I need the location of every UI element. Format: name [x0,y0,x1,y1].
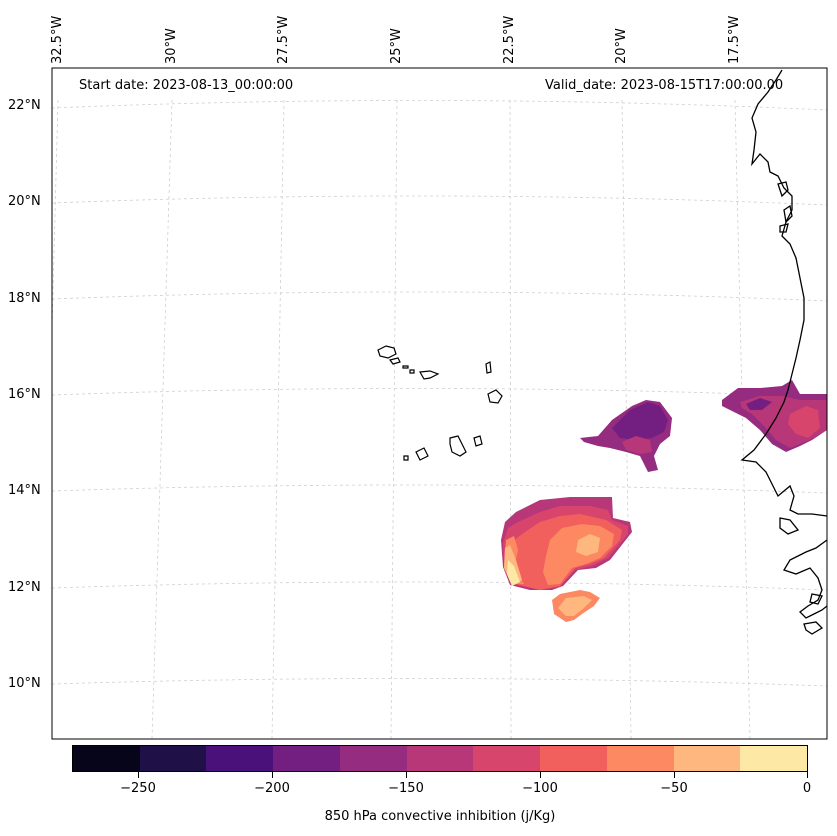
longitude-label: 30°W [164,28,179,64]
gridline-lon [509,99,512,740]
latitude-label: 10°N [8,676,41,691]
cin-region-south-2 [558,596,592,616]
latitude-label: 20°N [8,194,41,209]
cin-contours [501,380,827,622]
gridline-lat [51,291,828,302]
island-outline [473,435,483,447]
gridline-lat [51,581,828,591]
longitude-label: 22.5°W [502,15,517,64]
colorbar-segment [606,746,674,771]
colorbar-segment [139,746,207,771]
coastline-path [783,204,793,224]
cin-region-south [576,534,600,556]
gridline-lon [51,99,59,331]
cin-region-south [507,560,520,586]
colorbar-segment [406,746,474,771]
colorbar-title: 850 hPa convective inhibition (j/Kg) [324,809,556,824]
map-background [52,68,827,739]
gridline-lon [151,99,173,740]
coastline-path [779,517,800,535]
colorbar-tick [272,772,273,778]
gridline-lon [390,99,398,740]
latitude-label: 12°N [8,580,41,595]
island-outline [485,361,492,374]
gridline-lat [51,484,828,494]
coastline-path [777,181,789,198]
african-coastline [740,69,828,635]
colorbar-tick-label: −100 [522,781,558,796]
colorbar-tick-label: −250 [120,781,156,796]
island-outline [487,389,503,404]
cin-region-east [746,398,772,410]
colorbar-segment [73,746,140,771]
island-outline [415,447,429,461]
cin-region-central [622,436,652,454]
colorbar-segment [540,746,607,771]
longitude-label: 20°W [614,28,629,64]
island-outline [403,455,409,461]
gridline-lat [51,195,828,206]
colorbar-tick [540,772,541,778]
longitude-label: 32.5°W [50,15,65,64]
coastline-path [740,69,828,635]
island-outline [377,345,397,359]
colorbar-tick [807,772,808,778]
cin-region-central [612,402,668,440]
gridline-lat [51,388,828,398]
colorbar-segment [339,746,407,771]
island-outline [402,365,409,369]
coastline-path [779,223,789,233]
gridline-lon [271,99,285,740]
map-border [51,67,828,740]
island-outline [419,370,440,380]
island-outline [409,369,415,374]
latitude-label: 16°N [8,387,41,402]
start-date-label: Start date: 2023-08-13_00:00:00 [79,78,294,93]
longitude-label: 27.5°W [276,15,291,64]
colorbar-segment [740,746,808,771]
colorbar-tick [406,772,407,778]
colorbar-tick-label: 0 [802,781,812,796]
latitude-label: 14°N [8,483,41,498]
colorbar-segment [473,746,541,771]
island-outline [388,357,401,365]
colorbar-tick-label: −200 [254,781,290,796]
gridline-lat [51,678,828,687]
gridline-lat [51,100,828,111]
colorbar-tick-label: −150 [388,781,424,796]
coastline-path [809,593,823,605]
valid-date-label: Valid_date: 2023-08-15T17:00:00.00 [545,78,784,93]
gridline-lon [734,99,751,740]
cape-verde-islands [377,345,503,461]
latitude-label: 18°N [8,291,41,306]
colorbar [72,745,808,772]
cin-region-east [788,406,820,438]
colorbar-segment [273,746,340,771]
colorbar-segment [673,746,741,771]
longitude-label: 25°W [389,28,404,64]
latitude-label: 22°N [8,98,41,113]
island-outline [449,435,467,457]
colorbar-tick-label: −50 [660,781,688,796]
colorbar-tick [138,772,139,778]
colorbar-segment [206,746,274,771]
longitude-label: 17.5°W [727,15,742,64]
colorbar-tick [674,772,675,778]
